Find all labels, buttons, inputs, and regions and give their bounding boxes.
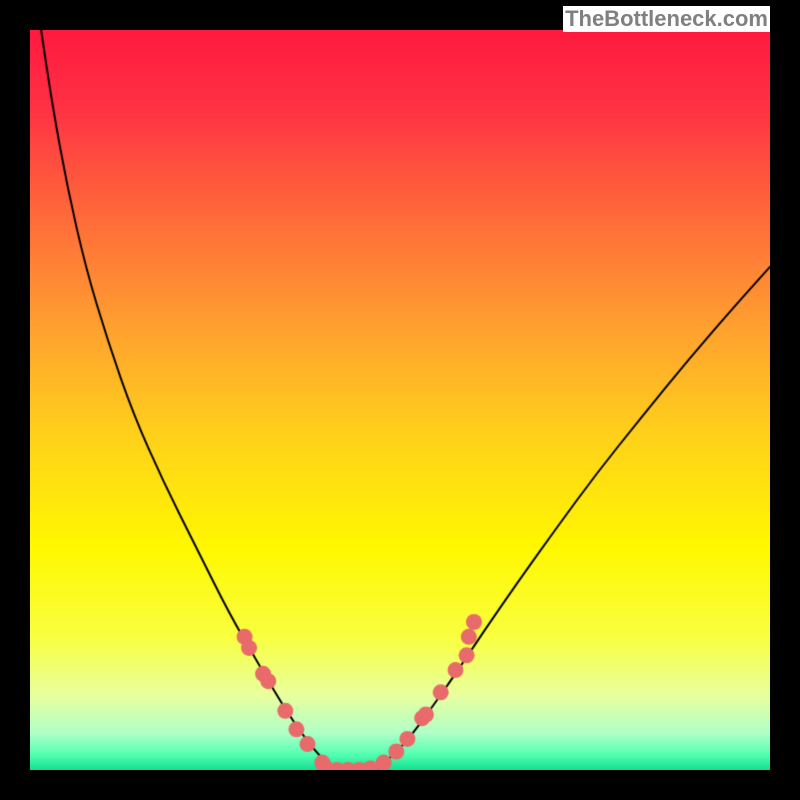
plot-area <box>30 30 770 770</box>
watermark-label: TheBottleneck.com <box>563 6 770 32</box>
stage: TheBottleneck.com <box>0 0 800 800</box>
bottleneck-curve <box>30 30 770 770</box>
